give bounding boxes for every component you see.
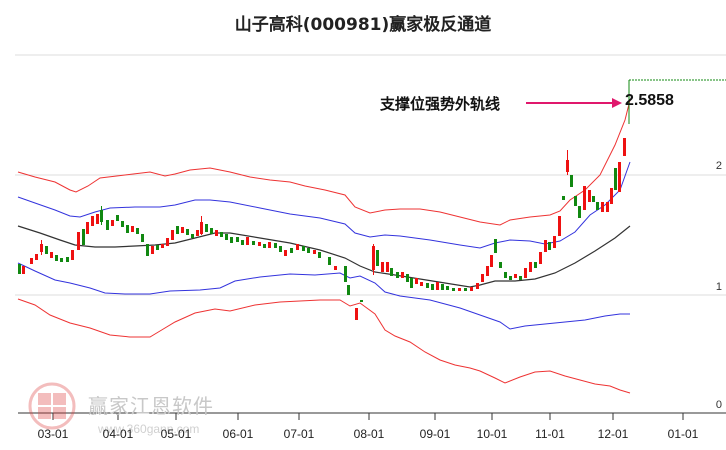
x-tick-label: 04-01: [102, 427, 134, 441]
gridlines: [15, 54, 726, 296]
x-tick-label: 12-01: [597, 427, 629, 441]
middle-line: [17, 225, 631, 288]
outer-upper-band: [17, 99, 631, 226]
x-tick-label: 05-01: [160, 427, 192, 441]
x-tick-label: 09-01: [419, 427, 451, 441]
projection-marker: [628, 79, 726, 124]
annotation-value: 2.5858: [625, 92, 674, 109]
inner-lower-band: [17, 262, 630, 330]
x-tick-label: 10-01: [476, 427, 508, 441]
x-tick-label: 03-01: [37, 427, 69, 441]
y-tick-2: 2: [715, 160, 722, 172]
watermark-logo: [28, 382, 76, 430]
y-tick-0: 0: [715, 399, 722, 411]
candlesticks: [18, 138, 626, 320]
x-tick-label: 11-01: [535, 427, 565, 441]
y-tick-1: 1: [715, 281, 722, 293]
annotation-arrow: [526, 98, 622, 108]
x-tick-label: 06-01: [222, 427, 254, 441]
watermark-url: www.360gann.com: [98, 422, 200, 436]
x-tick-label: 01-01: [667, 427, 699, 441]
chart-title: 山子高科(000981)赢家极反通道: [234, 15, 492, 35]
x-axis: [18, 412, 726, 420]
annotation-label: 支撑位强势外轨线: [380, 95, 501, 113]
x-tick-label: 07-01: [283, 427, 315, 441]
outer-lower-band: [17, 298, 631, 394]
watermark-text: 赢家江恩软件: [88, 394, 214, 418]
x-tick-label: 08-01: [353, 427, 385, 441]
